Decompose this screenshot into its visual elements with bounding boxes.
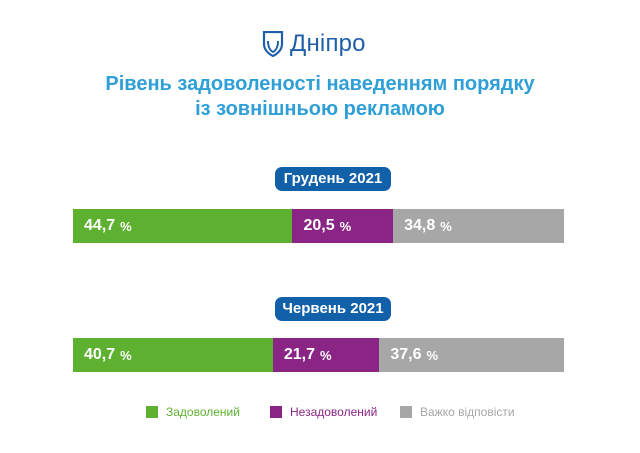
- chart-title-line-2: із зовнішньою рекламою: [195, 98, 445, 120]
- logo: Дніпро: [262, 30, 366, 58]
- logo-text: Дніпро: [290, 30, 366, 57]
- data-label-satisfied: 40,7: [84, 346, 116, 363]
- bar-segment-hard-to-answer: 37,6%: [379, 338, 564, 372]
- legend-label-satisfied: Задоволений: [166, 405, 240, 419]
- legend-item-unsatisfied: Незадоволений: [270, 405, 377, 419]
- chart-title-line-1: Рівень задоволеності наведенням порядку: [105, 73, 535, 95]
- data-label-unit: %: [339, 218, 352, 234]
- bar-segment-hard-to-answer: 34,8%: [393, 209, 564, 243]
- bar-december: 44,7% 20,5% 34,8%: [73, 209, 564, 243]
- legend-swatch-satisfied: [146, 406, 158, 418]
- bar-segment-satisfied: 40,7%: [73, 338, 273, 372]
- data-label-hard-to-answer: 34,8: [404, 217, 436, 234]
- category-label-december: Грудень 2021: [275, 167, 391, 191]
- shield-icon: [262, 31, 284, 57]
- data-label-unit: %: [319, 347, 332, 363]
- data-label-unsatisfied: 21,7: [283, 346, 315, 363]
- legend-swatch-unsatisfied: [270, 406, 282, 418]
- data-label-unit: %: [120, 347, 132, 363]
- bar-segment-satisfied: 44,7%: [73, 209, 293, 243]
- legend-item-hard: Важко відповісти: [400, 405, 515, 419]
- data-label-unit: %: [426, 347, 439, 363]
- legend-swatch-hard: [400, 406, 412, 418]
- bar-june: 40,7% 21,7% 37,6%: [73, 338, 564, 372]
- bar-segment-unsatisfied: 21,7%: [272, 338, 380, 372]
- data-label-unit: %: [120, 218, 132, 234]
- legend-label-unsatisfied: Незадоволений: [290, 405, 378, 419]
- data-label-unsatisfied: 20,5: [303, 217, 335, 234]
- data-label-unit: %: [440, 218, 452, 234]
- data-label-hard-to-answer: 37,6: [390, 346, 422, 363]
- bar-segment-unsatisfied: 20,5%: [292, 209, 394, 243]
- chart-title: Рівень задоволеності наведенням порядку …: [0, 72, 640, 122]
- legend-label-hard: Важко відповісти: [420, 405, 515, 419]
- data-label-satisfied: 44,7: [84, 217, 116, 234]
- category-label-june: Червень 2021: [275, 297, 391, 321]
- legend-item-satisfied: Задоволений: [146, 405, 240, 419]
